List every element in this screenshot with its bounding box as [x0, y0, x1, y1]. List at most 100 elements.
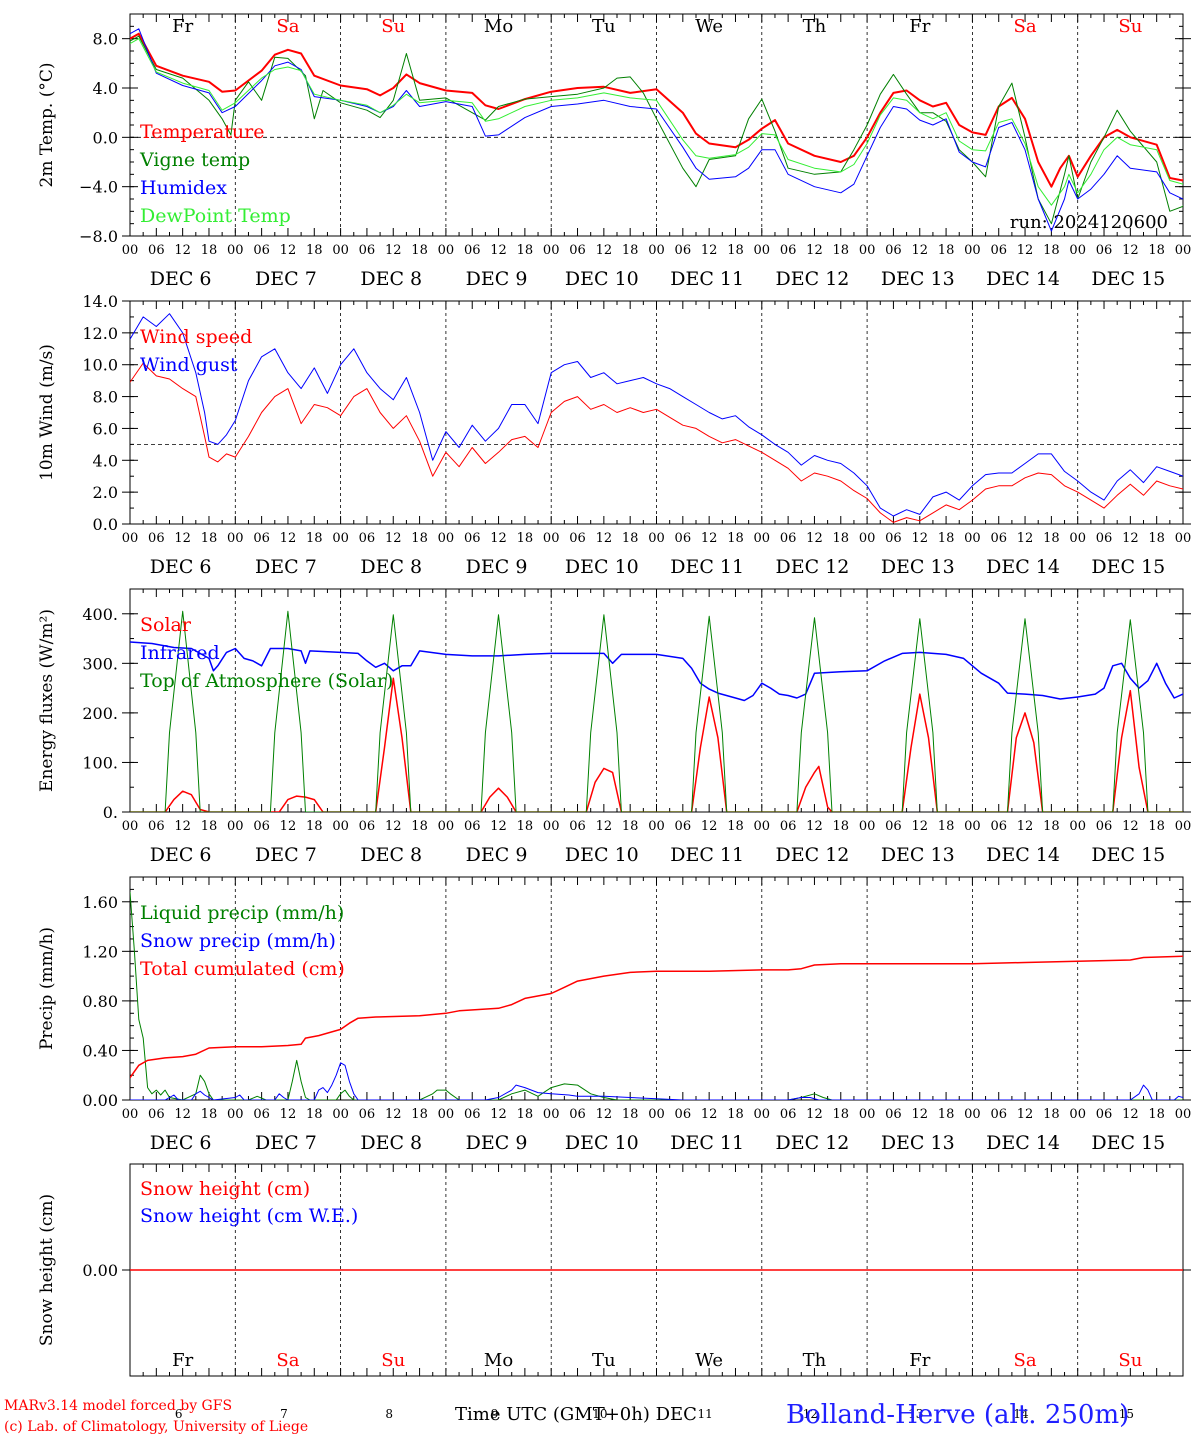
x-hour-label: 12 — [806, 819, 823, 834]
x-hour-label: 12 — [280, 243, 297, 258]
y-tick-label: 300. — [82, 654, 118, 673]
x-hour-label: 12 — [385, 531, 402, 546]
x-hour-label: 06 — [148, 243, 165, 258]
panel-snow: 0.00 Snow height (cm) Fr 6 Sa 7 Su 8 Mo 9 Tu 10 We 11… — [37, 1163, 1191, 1421]
series-line-snow-precip-mm-h — [130, 1062, 1183, 1100]
day-of-week-label: Fr — [172, 1350, 193, 1371]
x-date-label: DEC 10 — [565, 844, 639, 866]
series-line-wind-gust — [130, 313, 1183, 517]
series-line-liquid-precip-mm-h — [130, 891, 1183, 1100]
x-hour-label: 06 — [253, 819, 270, 834]
x-hour-label: 06 — [675, 819, 692, 834]
x-hour-label: 12 — [701, 531, 718, 546]
time-axis-label-text: Time UTC (GMT+0h) — [455, 1404, 650, 1425]
x-hour-label: 18 — [306, 243, 323, 258]
x-hour-label: 12 — [701, 819, 718, 834]
legend-entry: Vigne temp — [139, 149, 250, 171]
legend-entry: Snow height (cm) — [140, 1178, 310, 1200]
x-hour-label: 00 — [859, 819, 876, 834]
series-line-solar — [130, 677, 1183, 812]
legend-entry: Humidex — [140, 177, 227, 199]
x-hour-label: 06 — [990, 1107, 1007, 1122]
x-hour-label: 00 — [1175, 531, 1192, 546]
x-hour-label: 12 — [1122, 531, 1139, 546]
x-hour-label: 18 — [833, 819, 850, 834]
x-hour-label: 06 — [359, 1107, 376, 1122]
x-date-label: DEC 15 — [1091, 1132, 1165, 1154]
y-tick-label: 400. — [82, 605, 118, 624]
x-hour-label: 18 — [727, 1107, 744, 1122]
x-hour-label: 06 — [148, 1107, 165, 1122]
day-of-week-label: Su — [381, 16, 405, 37]
x-hour-label: 18 — [727, 243, 744, 258]
x-hour-label: 12 — [911, 819, 928, 834]
x-hour-label: 00 — [859, 1107, 876, 1122]
y-axis-label: 10m Wind (m/s) — [37, 344, 57, 481]
x-date-label: DEC 8 — [360, 1132, 422, 1154]
x-hour-label: 12 — [385, 243, 402, 258]
x-date-label: DEC 11 — [670, 844, 744, 866]
x-hour-label: 00 — [543, 1107, 560, 1122]
x-date-label: DEC 11 — [670, 1132, 744, 1154]
x-hour-label: 12 — [174, 243, 191, 258]
x-hour-label: 18 — [1043, 819, 1060, 834]
x-hour-label: 12 — [806, 1107, 823, 1122]
series-line-wind-speed — [130, 362, 1183, 523]
x-hour-label: 18 — [306, 1107, 323, 1122]
x-date-label: DEC 10 — [565, 268, 639, 290]
x-hour-label: 12 — [596, 531, 613, 546]
day-of-week-label: Sa — [276, 16, 299, 37]
x-date-label: DEC 15 — [1091, 844, 1165, 866]
x-hour-label: 18 — [727, 531, 744, 546]
x-date-label: DEC 8 — [360, 268, 422, 290]
x-hour-label: 12 — [806, 243, 823, 258]
x-hour-label: 06 — [253, 1107, 270, 1122]
y-tick-label: 14.0 — [82, 292, 118, 311]
x-date-label: DEC 15 — [1091, 268, 1165, 290]
x-hour-label: 18 — [938, 1107, 955, 1122]
y-tick-label: 0.0 — [93, 128, 118, 147]
x-hour-label: 18 — [411, 1107, 428, 1122]
x-hour-label: 06 — [464, 531, 481, 546]
x-hour-label: 00 — [1069, 243, 1086, 258]
x-hour-label: 12 — [385, 819, 402, 834]
day-of-week-label: Th — [803, 1350, 827, 1371]
x-hour-label: 00 — [332, 243, 349, 258]
legend-entry: Wind speed — [140, 326, 252, 348]
x-date-label: DEC 14 — [986, 1132, 1060, 1154]
x-hour-label: 06 — [569, 1107, 586, 1122]
x-date-label: DEC 7 — [255, 1132, 317, 1154]
x-hour-label: 00 — [1069, 1107, 1086, 1122]
x-hour-label: 06 — [885, 1107, 902, 1122]
series-line-total-cumulated-cm — [130, 955, 1183, 1079]
day-of-week-label: Mo — [484, 1350, 513, 1371]
x-hour-label: 06 — [675, 243, 692, 258]
y-tick-label: 8.0 — [93, 30, 118, 49]
x-hour-label: 06 — [359, 531, 376, 546]
run-annotation: run: 2024120600 — [1010, 212, 1168, 233]
x-hour-label: 06 — [1096, 531, 1113, 546]
x-hour-label: 06 — [359, 819, 376, 834]
x-hour-label: 00 — [543, 531, 560, 546]
day-of-week-label: We — [695, 1350, 723, 1371]
y-tick-label: 6.0 — [93, 419, 118, 438]
legend-entry: Infrared — [140, 642, 220, 664]
x-hour-label: 06 — [1096, 819, 1113, 834]
model-credit: MARv3.14 model forced by GFS — [4, 1398, 233, 1414]
x-hour-label: 18 — [938, 531, 955, 546]
x-date-label: DEC 13 — [881, 1132, 955, 1154]
legend-entry: Wind gust — [140, 354, 238, 376]
day-number-label: 9 — [491, 1407, 499, 1421]
x-hour-label: 00 — [438, 819, 455, 834]
y-tick-label: 0.00 — [82, 1091, 118, 1110]
y-tick-label: 0. — [103, 803, 118, 822]
x-hour-label: 00 — [648, 243, 665, 258]
x-hour-label: 18 — [1148, 819, 1165, 834]
y-tick-label: 0.0 — [93, 515, 118, 534]
day-of-week-label: Fr — [909, 1350, 930, 1371]
day-number-label: 12 — [803, 1407, 818, 1421]
x-hour-label: 18 — [517, 531, 534, 546]
x-hour-label: 00 — [1069, 531, 1086, 546]
x-hour-label: 00 — [438, 243, 455, 258]
x-hour-label: 18 — [1043, 531, 1060, 546]
